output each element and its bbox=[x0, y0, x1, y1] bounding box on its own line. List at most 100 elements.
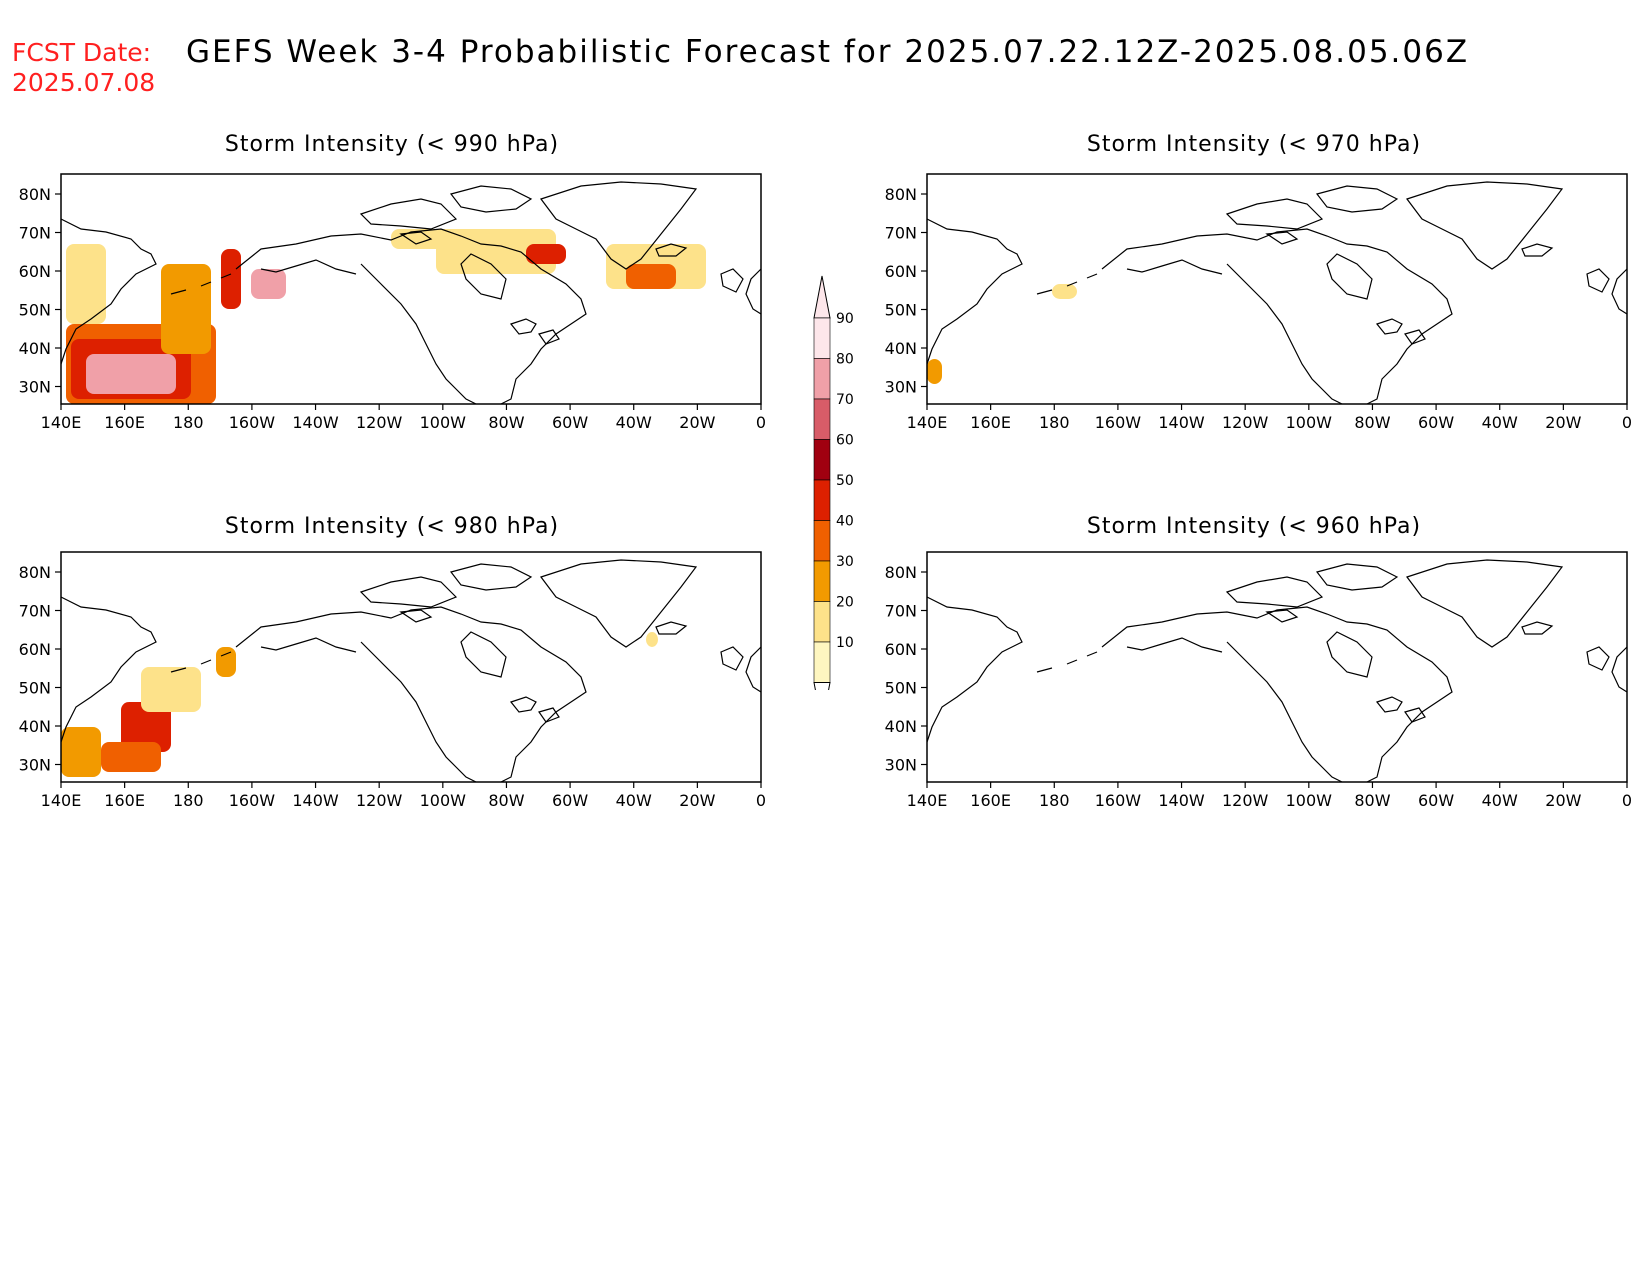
lon-label: 0 bbox=[1622, 791, 1632, 810]
lon-label: 120W bbox=[356, 413, 403, 432]
probability-shading bbox=[436, 229, 556, 274]
lat-label: 70N bbox=[885, 602, 917, 621]
colorbar: 90 80 70 60 50 40 30 20 10 bbox=[813, 275, 854, 690]
colorbar-label: 10 bbox=[836, 635, 854, 651]
lon-label: 160E bbox=[970, 791, 1011, 810]
coastline bbox=[449, 185, 533, 213]
map-border bbox=[60, 173, 762, 405]
lon-label: 180 bbox=[1039, 791, 1070, 810]
colorbar-label: 60 bbox=[836, 433, 854, 449]
lon-label: 140E bbox=[907, 413, 948, 432]
colorbar-swatch bbox=[813, 398, 831, 440]
coastline bbox=[538, 707, 560, 723]
coastline bbox=[1611, 646, 1628, 693]
lat-label: 50N bbox=[885, 679, 917, 698]
coastline bbox=[655, 243, 688, 257]
coastline bbox=[60, 218, 157, 365]
coastline bbox=[509, 318, 537, 335]
lon-label: 180 bbox=[1039, 413, 1070, 432]
panel-title-970: Storm Intensity (< 970 hPa) bbox=[1086, 132, 1422, 157]
coastline bbox=[720, 646, 744, 671]
lon-label: 120W bbox=[356, 791, 403, 810]
coastline bbox=[1265, 609, 1299, 623]
lat-label: 50N bbox=[19, 301, 51, 320]
coastline bbox=[745, 268, 762, 315]
coastline bbox=[359, 576, 458, 608]
lon-label: 180 bbox=[173, 413, 204, 432]
map-border bbox=[926, 551, 1628, 783]
coastline bbox=[540, 181, 698, 270]
colorbar-swatch bbox=[813, 560, 831, 602]
lat-label: 40N bbox=[885, 339, 917, 358]
coastline bbox=[1521, 621, 1554, 635]
map-panel-970: 80N 70N 60N 50N 40N 30N 140E 160E 180 160W 140W 120… bbox=[885, 173, 1632, 432]
coastline bbox=[170, 651, 232, 673]
coastline bbox=[360, 263, 477, 405]
lat-label: 80N bbox=[885, 563, 917, 582]
lat-label: 40N bbox=[19, 717, 51, 736]
coastline bbox=[926, 218, 1023, 365]
lat-label: 80N bbox=[19, 185, 51, 204]
lon-label: 0 bbox=[756, 413, 766, 432]
lon-label: 140W bbox=[1158, 413, 1205, 432]
coastline bbox=[509, 696, 537, 713]
lon-label: 20W bbox=[1545, 791, 1581, 810]
lon-label: 60W bbox=[552, 791, 588, 810]
coastline bbox=[1226, 641, 1343, 783]
colorbar-label: 70 bbox=[836, 392, 854, 408]
lon-label: 160E bbox=[970, 413, 1011, 432]
coastline bbox=[1101, 228, 1453, 405]
lon-label: 80W bbox=[1354, 791, 1390, 810]
coastline bbox=[235, 228, 587, 405]
coastline bbox=[1611, 268, 1628, 315]
lon-label: 160W bbox=[1095, 791, 1142, 810]
panel-title-980: Storm Intensity (< 980 hPa) bbox=[224, 514, 560, 539]
lon-label: 0 bbox=[756, 791, 766, 810]
coastline bbox=[538, 329, 560, 345]
map-panel-990: 80N 70N 60N 50N 40N 30N 140E 160E 180 160W 140W 120… bbox=[19, 173, 766, 432]
lon-label: 140W bbox=[292, 791, 339, 810]
lon-label: 40W bbox=[1482, 791, 1518, 810]
lat-label: 50N bbox=[19, 679, 51, 698]
colorbar-label: 40 bbox=[836, 514, 854, 530]
lat-label: 60N bbox=[885, 640, 917, 659]
coastline bbox=[60, 596, 157, 743]
lon-label: 0 bbox=[1622, 413, 1632, 432]
coastline bbox=[655, 621, 688, 635]
coastline bbox=[449, 563, 533, 591]
coastline bbox=[1265, 231, 1299, 245]
map-frame-group: 80N 70N 60N 50N 40N 30N 140E 160E 180 160W 140W 120… bbox=[885, 173, 1632, 432]
lat-label: 60N bbox=[19, 640, 51, 659]
colorbar-swatch bbox=[813, 479, 831, 521]
coastline bbox=[1326, 631, 1373, 678]
lat-label: 30N bbox=[19, 378, 51, 397]
lon-label: 80W bbox=[488, 413, 524, 432]
colorbar-swatch bbox=[813, 520, 831, 562]
probability-shading bbox=[526, 244, 566, 264]
lat-label: 70N bbox=[885, 224, 917, 243]
lat-label: 60N bbox=[19, 262, 51, 281]
coastline bbox=[1406, 559, 1564, 648]
probability-shading bbox=[86, 354, 176, 394]
probability-shading bbox=[1052, 284, 1077, 299]
colorbar-top-arrow bbox=[813, 275, 831, 319]
map-frame-group: 80N 70N 60N 50N 40N 30N 140E 160E 180 160W 140W 120… bbox=[19, 173, 766, 432]
coastline bbox=[1375, 318, 1403, 335]
lon-label: 140E bbox=[41, 791, 82, 810]
lat-label: 40N bbox=[885, 717, 917, 736]
colorbar-label: 30 bbox=[836, 554, 854, 570]
colorbar-swatch bbox=[813, 358, 831, 400]
colorbar-swatch bbox=[813, 439, 831, 481]
probability-shading bbox=[927, 359, 942, 384]
lon-label: 140E bbox=[907, 791, 948, 810]
lon-label: 80W bbox=[1354, 413, 1390, 432]
probability-shading bbox=[216, 647, 236, 677]
lon-label: 40W bbox=[616, 791, 652, 810]
lon-label: 100W bbox=[420, 413, 467, 432]
probability-shading bbox=[646, 632, 658, 647]
coastline bbox=[1101, 606, 1453, 783]
coastline bbox=[399, 231, 433, 245]
panel-title-960: Storm Intensity (< 960 hPa) bbox=[1086, 514, 1422, 539]
coastline bbox=[1225, 576, 1324, 608]
page-title: GEFS Week 3-4 Probabilistic Forecast for… bbox=[186, 34, 1470, 70]
